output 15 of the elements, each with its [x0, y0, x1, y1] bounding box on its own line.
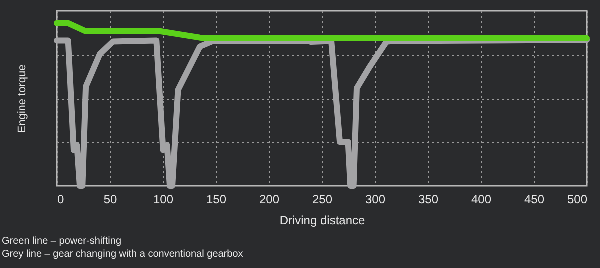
text: Green line – power-shifting [2, 236, 122, 247]
x-tick-label: 300 [365, 192, 386, 206]
x-tick-label: 450 [524, 192, 545, 206]
x-axis-title: Driving distance [280, 214, 366, 228]
x-tick-label: 400 [471, 192, 492, 206]
x-tick-label: 500 [567, 192, 588, 206]
x-tick-label: 200 [259, 192, 280, 206]
x-tick-label: 50 [104, 192, 118, 206]
x-tick-label: 350 [418, 192, 439, 206]
text: Grey line – gear changing with a conventional gearbox [2, 249, 244, 260]
x-tick-label: 250 [312, 192, 333, 206]
x-tick-label: 150 [206, 192, 227, 206]
x-tick-label: 100 [153, 192, 174, 206]
y-axis-title: Engine torque [16, 64, 28, 134]
x-tick-label: 0 [58, 192, 64, 206]
